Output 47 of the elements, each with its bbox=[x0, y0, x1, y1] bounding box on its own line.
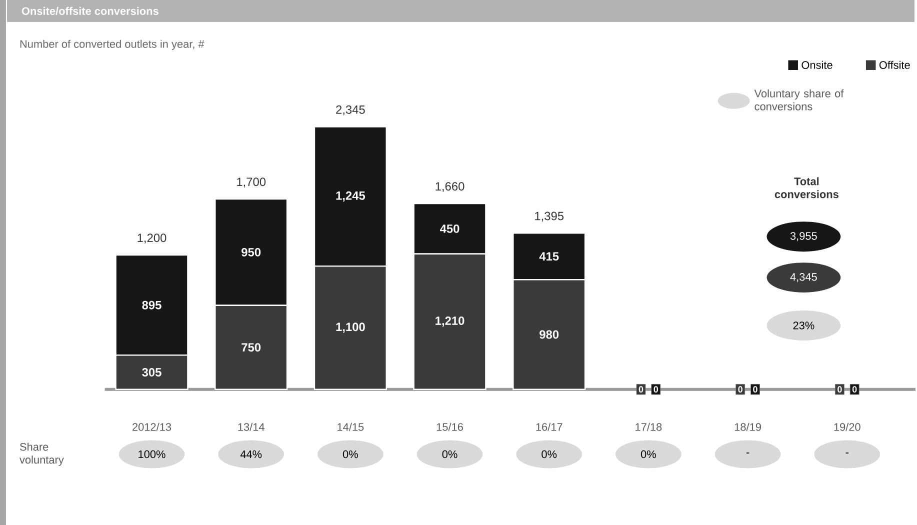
data-label: 0 bbox=[738, 386, 742, 392]
annotation: 23% bbox=[793, 322, 814, 330]
x-tick-label: 19/20 bbox=[834, 422, 860, 431]
data-label: 1,245 bbox=[336, 191, 366, 202]
legend-label: Onsite bbox=[802, 60, 832, 69]
total-label: 1,700 bbox=[237, 178, 266, 188]
data-label: 950 bbox=[242, 248, 261, 256]
data-label: 1,210 bbox=[436, 316, 464, 327]
text: 100% bbox=[138, 450, 166, 458]
chart-subtitle: Number of converted outlets in year, # bbox=[20, 40, 204, 50]
data-label: 0 bbox=[753, 386, 758, 392]
x-tick-label: 16/17 bbox=[536, 422, 562, 431]
x-tick-label: 2012/13 bbox=[132, 422, 172, 431]
total-label: 1,660 bbox=[436, 182, 464, 192]
x-tick-label: 13/14 bbox=[238, 422, 264, 431]
legend-label: Offsite bbox=[879, 60, 910, 69]
data-label: 415 bbox=[539, 252, 559, 260]
data-label: 305 bbox=[142, 368, 162, 376]
total-label: 1,395 bbox=[535, 212, 564, 222]
text: - bbox=[846, 452, 848, 454]
annotation: Total conversions bbox=[774, 177, 838, 198]
x-tick-label: 18/19 bbox=[734, 422, 761, 431]
data-label: 0 bbox=[638, 386, 644, 392]
total-label: 2,345 bbox=[336, 105, 365, 116]
data-label: 0 bbox=[838, 386, 842, 392]
text: 0% bbox=[640, 450, 656, 458]
x-tick-label: 14/15 bbox=[338, 422, 364, 431]
text: - bbox=[746, 452, 750, 454]
text: 0% bbox=[542, 450, 557, 458]
data-label: 895 bbox=[142, 300, 162, 310]
data-label: 980 bbox=[540, 330, 559, 339]
annotation: 4,345 bbox=[790, 272, 817, 282]
x-tick-label: 15/16 bbox=[436, 422, 463, 431]
x-tick-label: 17/18 bbox=[636, 422, 662, 431]
data-label: 750 bbox=[242, 343, 261, 352]
annotation: 3,955 bbox=[790, 232, 817, 242]
chart-title: Onsite/offsite conversions bbox=[22, 6, 158, 15]
text: 44% bbox=[240, 450, 262, 458]
data-label: 0 bbox=[852, 386, 857, 392]
text: Share voluntary bbox=[20, 442, 64, 466]
data-label: 0 bbox=[654, 386, 658, 392]
text: 0% bbox=[442, 450, 458, 458]
data-label: 1,100 bbox=[336, 322, 365, 333]
data-label: 450 bbox=[440, 224, 460, 233]
total-label: 1,200 bbox=[138, 234, 166, 244]
text: 0% bbox=[342, 450, 358, 458]
text: Voluntary share of conversions bbox=[754, 89, 844, 110]
